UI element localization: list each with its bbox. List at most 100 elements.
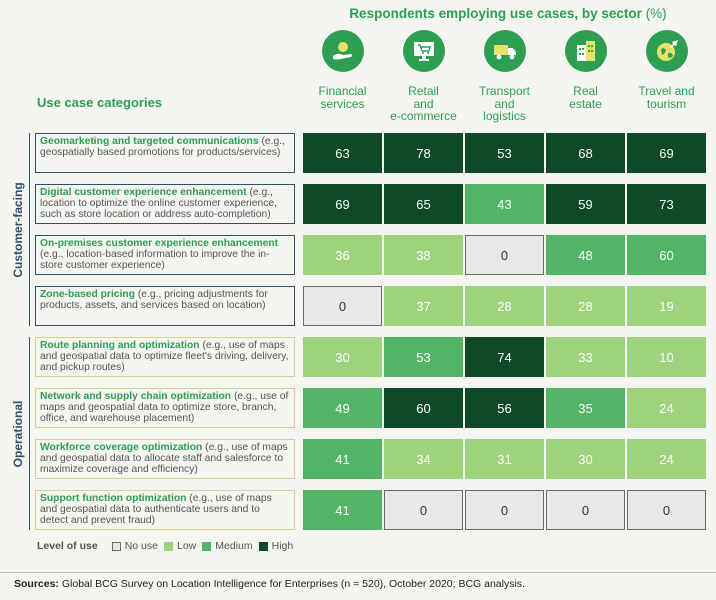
use-case-row-label: Route planning and optimization (e.g., u… [35,337,295,377]
use-case-name: On-premises customer experience enhancem… [40,238,279,249]
legend-swatch-none [111,541,121,551]
use-case-name: Route planning and optimization [40,340,200,351]
use-case-name: Zone-based pricing [40,289,135,300]
value-cell: 59 [546,184,625,224]
sector-label-line: logistics [483,109,526,123]
value-cell: 0 [546,490,625,530]
sector-label-line: Transport [479,84,530,98]
value-cell: 19 [627,286,706,326]
sector-label-line: and [494,96,515,111]
legend-label-low: Low [176,540,197,552]
value-cell: 78 [384,133,463,173]
use-case-name: Digital customer experience enhancement [40,187,247,198]
coin-hand-icon [321,30,364,72]
shopping-cart-monitor-icon [402,30,445,72]
value-cell: 0 [465,490,544,530]
use-case-description: (e.g., location-based information to imp… [40,249,270,272]
value-cell: 56 [465,388,544,428]
sector-label-line: tourism [646,96,687,111]
value-cell: 35 [546,388,625,428]
chart-title-unit: (%) [645,6,667,21]
row-header: Use case categories [37,95,163,110]
value-cell: 38 [384,235,463,275]
sector-label-line: Real [573,84,598,98]
use-case-row-label: Network and supply chain optimization (e… [35,388,295,428]
value-cell: 24 [627,439,706,479]
sector-label-line: Financial [318,84,367,98]
use-case-row-label: Workforce coverage optimization (e.g., u… [35,439,295,479]
use-case-description: (e.g., use of maps and geospatial data t… [40,442,288,476]
use-case-description: (e.g., geospatially based promotions for… [40,136,285,159]
legend-swatch-medium [202,541,212,551]
value-cell: 73 [627,184,706,224]
sector-label-line: estate [569,96,602,111]
legend-title: Level of use [37,540,98,552]
use-case-description: (e.g., location to optimize the online c… [40,187,277,221]
sector-label-line: services [320,96,365,111]
footer-divider [0,572,716,573]
use-case-name: Workforce coverage optimization [40,442,203,453]
value-cell: 31 [465,439,544,479]
value-cell: 53 [465,133,544,173]
value-cell: 69 [303,184,382,224]
value-cell: 30 [303,337,382,377]
globe-plane-icon [645,30,688,72]
sector-label-line: e-commerce [390,109,457,123]
use-case-row-label: On-premises customer experience enhancem… [35,235,295,275]
truck-icon [483,30,526,72]
chart-title: Respondents employing use cases, by sect… [300,6,716,21]
value-cell: 24 [627,388,706,428]
value-cell: 0 [303,286,382,326]
value-cell: 41 [303,439,382,479]
sources-note: Sources: Global BCG Survey on Location I… [14,578,525,590]
sector-label: Retail and e-commerce [384,85,464,123]
value-cell: 43 [465,184,544,224]
sector-label-line: Travel and [638,84,695,98]
value-cell: 30 [546,439,625,479]
group-label: Operational [11,400,25,467]
sector-label: Travel and tourism [627,85,707,110]
use-case-description: (e.g., use of maps and geospatial data t… [40,391,289,425]
use-case-row-label: Geomarketing and targeted communications… [35,133,295,173]
group-bracket [29,337,30,530]
legend-label-none: No use [124,540,158,552]
use-case-name: Network and supply chain optimization [40,391,232,402]
chart-title-text: Respondents employing use cases, by sect… [349,6,642,21]
use-case-description: (e.g., use of maps and geospatial data t… [40,493,272,527]
value-cell: 68 [546,133,625,173]
use-case-row-label: Support function optimization (e.g., use… [35,490,295,530]
use-case-name: Support function optimization [40,493,187,504]
value-cell: 10 [627,337,706,377]
value-cell: 69 [627,133,706,173]
sector-label: Real estate [546,85,626,110]
sector-label: Financial services [303,85,383,110]
use-case-description: (e.g., use of maps and geospatial data t… [40,340,289,374]
use-case-row-label: Digital customer experience enhancement … [35,184,295,224]
value-cell: 0 [465,235,544,275]
value-cell: 74 [465,337,544,377]
value-cell: 49 [303,388,382,428]
use-case-description: (e.g., pricing adjustments for products,… [40,289,268,312]
sources-text: Global BCG Survey on Location Intelligen… [58,578,525,590]
use-case-row-label: Zone-based pricing (e.g., pricing adjust… [35,286,295,326]
legend-label-medium: Medium [215,540,253,552]
value-cell: 63 [303,133,382,173]
sources-label: Sources: [14,578,59,590]
value-cell: 34 [384,439,463,479]
value-cell: 65 [384,184,463,224]
value-cell: 28 [465,286,544,326]
legend: Level of use No use Low Medium High [37,540,293,552]
sector-label-line: and [413,96,434,111]
value-cell: 60 [384,388,463,428]
value-cell: 41 [303,490,382,530]
sector-label: Transport and logistics [465,85,545,123]
value-cell: 37 [384,286,463,326]
group-bracket [29,133,30,326]
value-cell: 0 [627,490,706,530]
legend-swatch-high [258,541,268,551]
use-case-name: Geomarketing and targeted communications [40,136,259,147]
sector-label-line: Retail [408,84,439,98]
value-cell: 48 [546,235,625,275]
legend-label-high: High [271,540,294,552]
value-cell: 53 [384,337,463,377]
